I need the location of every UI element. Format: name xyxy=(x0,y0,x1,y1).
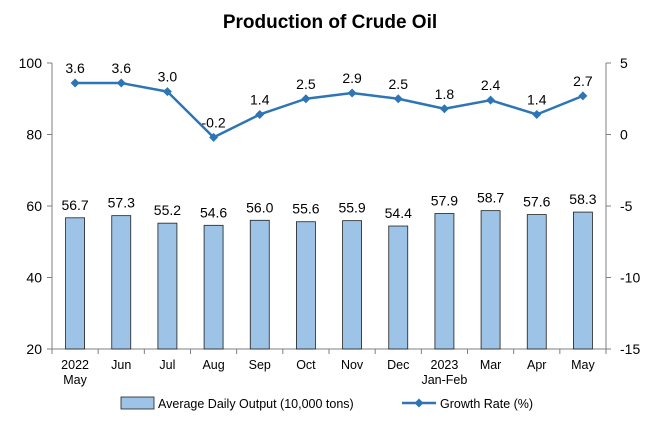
y-right-tick-label: 5 xyxy=(620,55,628,71)
line-point-marker xyxy=(70,78,80,88)
bar-data-label: 54.6 xyxy=(200,204,227,220)
bar-data-label: 57.6 xyxy=(523,194,550,210)
line-series xyxy=(70,78,588,142)
category-label: Jun xyxy=(111,358,131,372)
y-left-tick-label: 80 xyxy=(26,127,42,143)
y-left-tick-label: 40 xyxy=(26,270,42,286)
bar xyxy=(342,220,362,350)
bar-data-label: 57.3 xyxy=(108,195,135,211)
bar xyxy=(203,224,224,350)
line-point-marker xyxy=(393,94,403,104)
line-data-label: 3.0 xyxy=(158,69,178,85)
bar-data-labels: 56.7 57.3 55.2 54.6 56.0 55.6 55.9 54.4 57.9 58.7… xyxy=(61,190,596,221)
bar-data-label: 55.6 xyxy=(292,201,319,217)
line-data-label: 1.4 xyxy=(250,91,270,107)
legend-line-label: Growth Rate (%) xyxy=(440,397,533,411)
category-label: Apr xyxy=(527,358,546,372)
bar-data-label: 58.7 xyxy=(477,190,504,206)
line-point-marker xyxy=(578,91,588,101)
category-label: 2022 xyxy=(61,358,89,372)
category-label: May xyxy=(571,358,595,372)
category-label: 2023 xyxy=(431,358,459,372)
bar-data-label: 58.3 xyxy=(569,191,596,207)
bar-data-label: 57.9 xyxy=(431,193,458,209)
bar-data-label: 55.9 xyxy=(338,200,365,216)
line-data-label: 1.8 xyxy=(435,86,455,102)
category-label: Nov xyxy=(341,358,364,372)
line-point-marker xyxy=(301,94,311,104)
y-right-tick-label: -10 xyxy=(620,270,640,286)
bar-data-label: 56.7 xyxy=(61,197,88,213)
category-label: Dec xyxy=(387,358,409,372)
category-label: Sep xyxy=(249,358,271,372)
legend-bar-swatch xyxy=(120,396,155,410)
y-left-tick-label: 60 xyxy=(26,198,42,214)
legend-line-marker xyxy=(414,398,424,408)
y-right-tick-label: -5 xyxy=(620,198,633,214)
category-label: Mar xyxy=(480,358,502,372)
line-data-label: 3.6 xyxy=(65,60,85,76)
line-point-marker xyxy=(209,132,219,142)
line-point-marker xyxy=(347,88,357,98)
category-label: May xyxy=(63,373,87,387)
category-label: Oct xyxy=(296,358,316,372)
line-point-marker xyxy=(532,109,542,119)
y-left-tick-label: 20 xyxy=(26,341,42,357)
bar xyxy=(65,217,85,350)
growth-rate-line xyxy=(75,81,584,139)
category-label: Jul xyxy=(159,358,175,372)
bar-data-label: 54.4 xyxy=(385,205,412,221)
legend: Average Daily Output (10,000 tons) Growth… xyxy=(120,396,533,411)
line-point-marker xyxy=(162,87,172,97)
line-data-label: 2.4 xyxy=(481,77,501,93)
bar-data-label: 56.0 xyxy=(246,199,273,215)
y-right-tick-label: 0 xyxy=(620,127,628,143)
line-data-label: 3.6 xyxy=(112,60,132,76)
line-data-label: 2.5 xyxy=(389,76,409,92)
bar-data-label: 55.2 xyxy=(154,202,181,218)
bar xyxy=(434,213,455,350)
line-data-label: 2.5 xyxy=(296,76,316,92)
line-data-label: 2.7 xyxy=(573,73,593,89)
line-data-label: 1.4 xyxy=(527,91,547,107)
bar xyxy=(573,211,593,350)
legend-bar-label: Average Daily Output (10,000 tons) xyxy=(158,397,354,411)
line-data-label: 2.9 xyxy=(342,70,362,86)
category-label: Aug xyxy=(202,358,224,372)
category-label: Jan-Feb xyxy=(421,373,467,387)
bar-series xyxy=(65,210,593,350)
line-data-label: -0.2 xyxy=(202,114,226,130)
bar xyxy=(296,221,316,350)
line-data-labels: 3.6 3.6 3.0 -0.2 1.4 2.5 2.9 2.5 1.8 2.4 1.4 2.7 xyxy=(65,60,593,130)
axes-group: 20 40 60 80 100 -15 -10 -5 0 5 xyxy=(19,55,641,357)
bar xyxy=(249,219,270,350)
bar xyxy=(526,214,547,350)
y-left-tick-label: 100 xyxy=(19,55,43,71)
bar xyxy=(157,222,178,350)
line-point-marker xyxy=(439,104,449,114)
bar xyxy=(388,225,409,350)
y-right-tick-label: -15 xyxy=(620,341,640,357)
bar xyxy=(480,210,501,350)
line-point-marker xyxy=(486,95,496,105)
bar xyxy=(111,215,132,350)
line-point-marker xyxy=(116,78,126,88)
chart-title: Production of Crude Oil xyxy=(223,12,437,33)
line-point-marker xyxy=(255,109,265,119)
